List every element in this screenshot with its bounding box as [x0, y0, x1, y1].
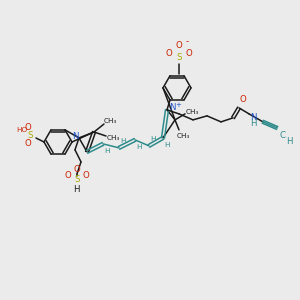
Text: H: H [73, 185, 79, 194]
Text: S: S [176, 53, 182, 62]
Text: N: N [72, 132, 78, 141]
Text: CH₃: CH₃ [106, 135, 120, 141]
Text: +: + [175, 102, 181, 108]
Text: S: S [74, 176, 80, 184]
Text: S: S [27, 131, 33, 140]
Text: O: O [25, 140, 32, 148]
Text: N: N [169, 103, 175, 112]
Text: O: O [186, 49, 192, 58]
Text: O: O [74, 165, 80, 174]
Text: CH₃: CH₃ [176, 133, 190, 139]
Text: H: H [150, 136, 156, 142]
Text: H: H [250, 119, 256, 128]
Text: H: H [104, 148, 110, 154]
Text: -: - [185, 37, 189, 46]
Text: H: H [286, 137, 292, 146]
Text: O: O [240, 95, 246, 104]
Text: O: O [166, 49, 172, 58]
Text: HO: HO [16, 127, 28, 133]
Text: CH₃: CH₃ [103, 118, 117, 124]
Text: H: H [136, 144, 142, 150]
Text: H: H [164, 142, 170, 148]
Text: N: N [250, 113, 256, 122]
Text: O: O [176, 41, 182, 50]
Text: C: C [280, 131, 286, 140]
Text: H: H [120, 138, 126, 144]
Text: O: O [82, 171, 89, 180]
Text: O: O [64, 171, 71, 180]
Text: CH₃: CH₃ [185, 109, 199, 115]
Text: O: O [25, 124, 32, 133]
